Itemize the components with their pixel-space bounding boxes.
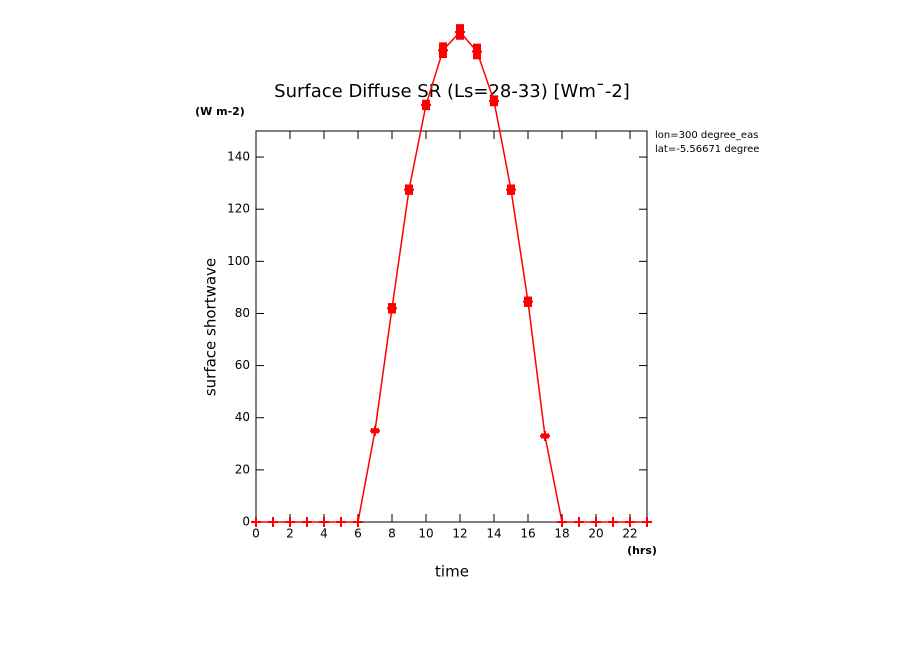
- marker: [387, 303, 397, 314]
- marker: [319, 517, 329, 527]
- y-tick-label: 40: [235, 410, 250, 424]
- marker: [438, 45, 448, 56]
- x-tick-label: 18: [554, 527, 569, 541]
- x-tick-label: 12: [452, 527, 467, 541]
- marker: [285, 517, 295, 527]
- marker: [404, 184, 414, 195]
- y-tick-label: 100: [227, 254, 250, 268]
- marker: [591, 517, 601, 527]
- y-tick-label: 140: [227, 150, 250, 164]
- marker: [370, 425, 380, 436]
- plot-frame: [255, 130, 648, 523]
- marker: [336, 517, 346, 527]
- marker: [268, 517, 278, 527]
- x-tick-label: 14: [486, 527, 501, 541]
- marker: [421, 99, 431, 110]
- marker: [302, 517, 312, 527]
- data-line: [256, 30, 647, 523]
- marker: [625, 517, 635, 527]
- x-units: (hrs): [627, 544, 657, 557]
- marker: [642, 517, 652, 527]
- x-tick-label: 8: [388, 527, 396, 541]
- x-tick-label: 4: [320, 527, 328, 541]
- y-tick-label: 120: [227, 202, 250, 216]
- marker: [540, 430, 550, 441]
- marker: [557, 517, 567, 527]
- x-tick-label: 6: [354, 527, 362, 541]
- y-axis-label: surface shortwave: [202, 258, 220, 396]
- marker: [472, 46, 482, 57]
- y-tick-label: 20: [235, 462, 250, 476]
- x-tick-label: 0: [252, 527, 260, 541]
- y-units: (W m-2): [195, 105, 245, 118]
- x-axis-label: time: [435, 563, 469, 581]
- marker: [251, 517, 261, 527]
- y-tick-label: 80: [235, 306, 250, 320]
- marker: [506, 184, 516, 195]
- x-tick-label: 2: [286, 527, 294, 541]
- y-tick-label: 0: [242, 515, 250, 529]
- marker: [608, 517, 618, 527]
- marker: [489, 96, 499, 107]
- marker: [455, 26, 465, 37]
- annotation: lat=-5.56671 degree: [655, 144, 759, 155]
- marker: [353, 517, 363, 527]
- x-tick-label: 20: [588, 527, 603, 541]
- x-tick-label: 16: [520, 527, 535, 541]
- annotation: lon=300 degree_eas: [655, 130, 758, 141]
- chart-title: Surface Diffuse SR (Ls=28-33) [Wm¯-2]: [274, 81, 630, 102]
- marker: [523, 296, 533, 307]
- x-tick-label: 10: [418, 527, 433, 541]
- x-tick-label: 22: [622, 527, 637, 541]
- y-tick-label: 60: [235, 358, 250, 372]
- marker: [574, 517, 584, 527]
